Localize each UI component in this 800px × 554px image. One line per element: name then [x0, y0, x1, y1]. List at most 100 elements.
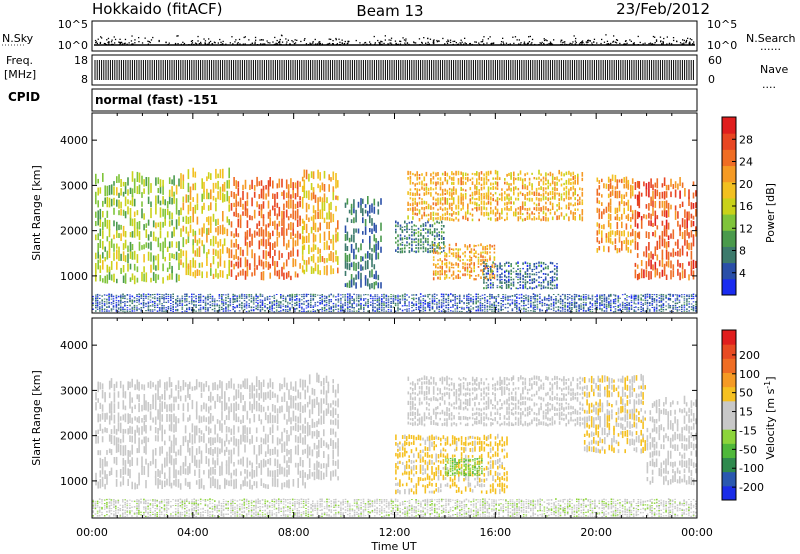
power-cell	[353, 248, 355, 254]
power-cell	[665, 200, 668, 209]
power-cell	[103, 310, 106, 312]
power-cell	[539, 308, 541, 310]
power-cell	[481, 304, 484, 307]
power-cell	[439, 215, 442, 221]
power-cell	[568, 170, 570, 175]
power-cell	[415, 303, 418, 305]
power-cell	[230, 221, 233, 228]
power-cell	[429, 247, 431, 249]
power-cell	[162, 250, 164, 260]
power-cell	[267, 188, 270, 197]
power-cell	[390, 305, 392, 307]
power-cell	[515, 270, 518, 272]
power-cell	[499, 281, 501, 284]
power-cell	[192, 197, 194, 202]
power-cell	[355, 228, 357, 233]
power-cell	[543, 298, 546, 301]
power-cell	[323, 201, 326, 211]
power-cell	[652, 264, 654, 271]
power-cell	[549, 191, 552, 196]
power-cell	[475, 301, 477, 303]
power-cell	[679, 272, 681, 281]
power-cell	[481, 306, 484, 308]
power-cell	[303, 220, 306, 230]
power-cell	[375, 251, 377, 260]
power-cell	[574, 188, 576, 192]
power-cell	[241, 303, 243, 305]
noise-point	[108, 41, 110, 43]
power-cell	[418, 303, 420, 305]
power-cell	[428, 308, 431, 311]
power-cell	[187, 268, 190, 276]
power-cell	[192, 229, 194, 237]
power-cell	[538, 181, 540, 186]
power-cell	[427, 302, 429, 305]
power-cell	[257, 302, 259, 305]
noise-point	[390, 39, 392, 41]
power-cell	[404, 237, 406, 240]
power-cell	[269, 217, 271, 226]
power-cell	[679, 190, 681, 199]
power-cell	[477, 300, 479, 302]
power-cell	[95, 299, 97, 302]
power-cell	[464, 268, 466, 272]
power-cell	[492, 185, 494, 190]
power-cell	[229, 299, 232, 301]
power-cell	[413, 241, 416, 243]
power-cell	[627, 199, 630, 204]
power-cell	[131, 295, 134, 298]
power-cell	[563, 215, 565, 220]
power-cell	[663, 228, 666, 237]
power-cell	[427, 187, 430, 192]
power-cell	[325, 301, 328, 303]
power-cell	[209, 297, 212, 299]
power-cell	[427, 250, 429, 254]
power-cell	[97, 187, 99, 196]
power-cell	[234, 310, 236, 313]
power-cell	[504, 270, 506, 274]
power-cell	[328, 253, 330, 261]
power-cell	[492, 282, 494, 284]
noise-point	[586, 41, 588, 43]
power-cell	[344, 260, 347, 269]
power-cell	[519, 170, 522, 175]
noise-point	[289, 43, 291, 45]
power-cell	[535, 286, 538, 289]
power-cell	[294, 305, 296, 307]
power-cell	[118, 233, 120, 238]
power-cell	[201, 262, 203, 268]
power-cell	[179, 300, 181, 302]
noise-point	[489, 36, 491, 38]
power-cell	[317, 256, 319, 263]
power-cell	[529, 286, 531, 289]
power-cell	[108, 293, 110, 296]
power-cell	[634, 194, 637, 199]
power-cell	[575, 308, 578, 310]
power-cell	[262, 189, 265, 200]
noise-point	[619, 42, 621, 45]
power-cell	[648, 242, 650, 251]
power-cell	[237, 244, 240, 250]
power-cell	[580, 297, 582, 300]
noise-point	[648, 43, 650, 45]
power-cell	[556, 273, 558, 276]
power-cell	[596, 306, 598, 309]
power-cell	[312, 310, 315, 312]
noise-search-dots: ......	[760, 40, 781, 53]
power-cell	[545, 177, 547, 182]
power-cell	[189, 265, 192, 276]
power-cell	[638, 272, 641, 280]
power-cell	[280, 306, 282, 309]
power-cell	[392, 296, 395, 298]
noise-point	[254, 41, 256, 43]
power-cell	[191, 301, 193, 303]
power-cell	[423, 176, 426, 182]
power-cell	[580, 299, 582, 301]
power-cell	[364, 275, 367, 280]
noise-point	[518, 39, 520, 41]
power-cell	[515, 262, 518, 265]
power-cell	[574, 197, 576, 201]
power-cell	[412, 304, 415, 307]
noise-point	[395, 43, 397, 45]
power-cell	[407, 215, 409, 220]
